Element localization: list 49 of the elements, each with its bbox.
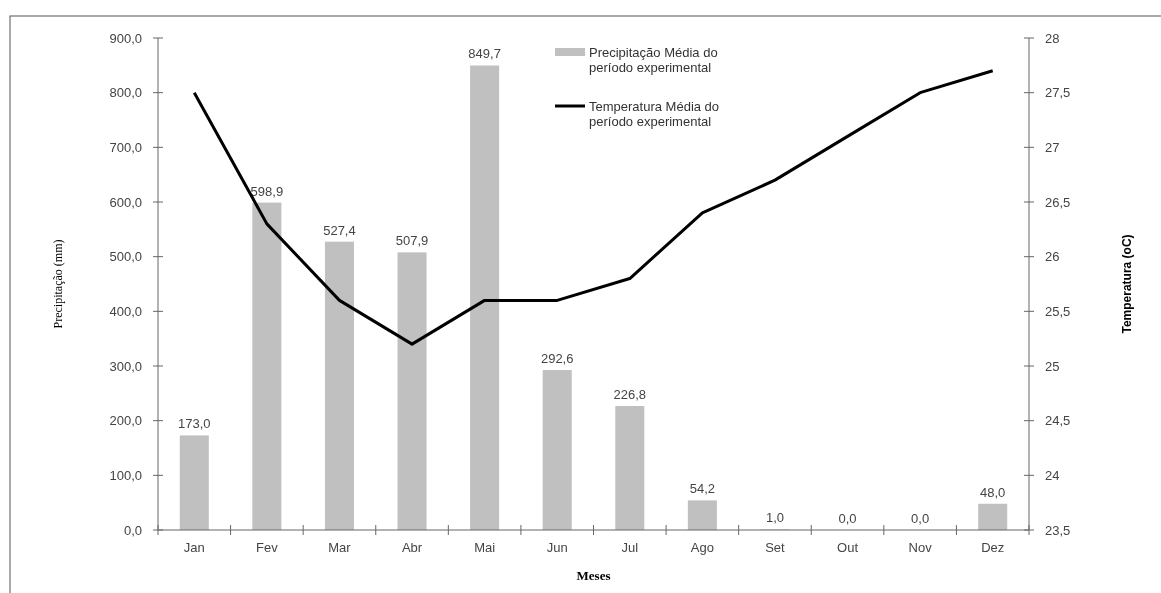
y2-tick-label: 27	[1045, 139, 1060, 155]
y-tick-label: 600,0	[109, 194, 142, 210]
legend-label: Temperatura Média do período experimental	[589, 98, 720, 130]
x-tick-label: Mar	[328, 540, 352, 555]
y2-tick-label: 24	[1045, 467, 1060, 483]
x-tick-label: Out	[837, 540, 859, 555]
data-label: 54,2	[689, 481, 716, 497]
x-tick-label: Abr	[401, 540, 423, 555]
x-tick-label: Jan	[183, 540, 205, 555]
x-tick-label: Jul	[621, 540, 639, 555]
x-axis-title: Meses	[576, 568, 611, 583]
x-tick-label: Fev	[256, 540, 279, 555]
y-tick-label: 900,0	[109, 30, 142, 46]
data-label: 173,0	[178, 416, 211, 432]
x-tick-label: Nov	[908, 540, 933, 555]
y2-tick-label: 24,5	[1045, 413, 1071, 429]
y2-tick-label: 26,5	[1045, 194, 1071, 210]
y-tick-label: 700,0	[109, 139, 142, 155]
x-tick-label: Jun	[546, 540, 568, 555]
data-label: 48,0	[980, 484, 1006, 500]
x-tick-label: Dez	[981, 540, 1005, 555]
y-tick-label: 0,0	[123, 522, 142, 538]
y2-tick-label: 27,5	[1045, 85, 1071, 101]
data-label: 1,0	[765, 510, 784, 526]
y-tick-label: 300,0	[109, 358, 142, 374]
data-label: 0,0	[838, 511, 857, 526]
y-tick-label: 500,0	[109, 249, 142, 265]
y-tick-label: 800,0	[109, 85, 142, 101]
data-label: 507,9	[395, 233, 429, 249]
y2-tick-label: 25,5	[1045, 303, 1071, 319]
y2-tick-label: 25	[1045, 358, 1060, 374]
x-tick-label: Mai	[474, 540, 496, 555]
data-label: 226,8	[613, 387, 647, 403]
y-axis-title: Precipitação (mm)	[51, 239, 65, 329]
data-label: 598,9	[250, 183, 284, 199]
y2-tick-label: 28	[1045, 30, 1060, 46]
y2-tick-label: 23,5	[1045, 522, 1071, 538]
y2-tick-label: 26	[1045, 249, 1060, 265]
legend-label: Precipitação Média do período experimental	[589, 44, 718, 76]
data-label: 0,0	[911, 511, 930, 526]
y2-axis-title: Temperatura (oC)	[1120, 234, 1134, 334]
data-label: 527,4	[323, 222, 356, 238]
data-label: 849,7	[468, 46, 501, 62]
x-tick-label: Ago	[690, 540, 714, 555]
y-tick-label: 200,0	[109, 413, 142, 429]
data-label: 292,6	[540, 351, 574, 367]
x-tick-label: Set	[765, 540, 786, 555]
y-tick-label: 100,0	[109, 467, 142, 483]
y-tick-label: 400,0	[109, 303, 142, 319]
